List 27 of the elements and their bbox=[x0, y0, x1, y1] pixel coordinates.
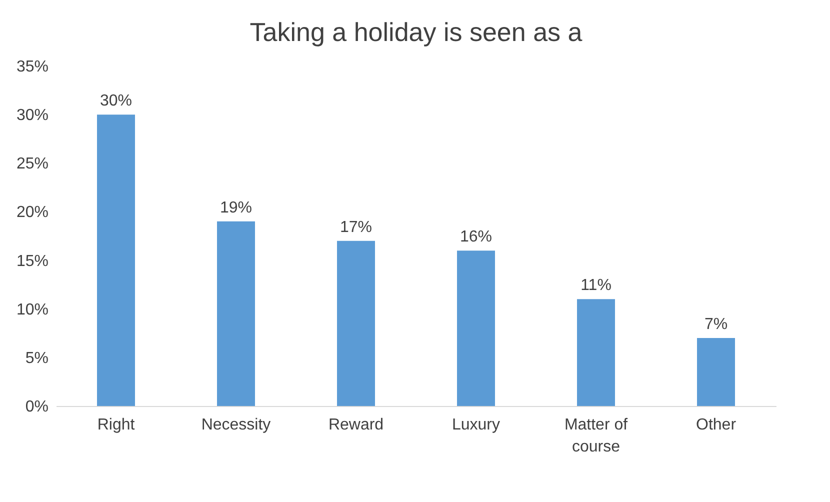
y-tick-label: 15% bbox=[16, 252, 48, 270]
bar bbox=[217, 221, 255, 406]
data-label: 17% bbox=[340, 218, 372, 236]
x-tick-label: Reward bbox=[328, 416, 384, 434]
y-tick-label: 0% bbox=[25, 398, 48, 416]
bar bbox=[697, 338, 735, 406]
chart-title: Taking a holiday is seen as a bbox=[250, 17, 583, 47]
bar bbox=[337, 240, 375, 406]
y-tick-label: 25% bbox=[16, 156, 48, 173]
y-tick-label: 10% bbox=[16, 301, 48, 318]
data-label: 7% bbox=[704, 316, 728, 333]
x-tick-label: Other bbox=[696, 416, 737, 434]
data-label: 30% bbox=[100, 92, 132, 110]
y-tick-label: 30% bbox=[16, 107, 48, 124]
bar bbox=[457, 250, 495, 406]
data-label: 19% bbox=[220, 199, 252, 216]
data-label: 11% bbox=[580, 277, 612, 294]
bar bbox=[577, 299, 615, 406]
y-tick-label: 20% bbox=[16, 204, 48, 222]
x-tick-label: Necessity bbox=[201, 416, 271, 434]
x-tick-label: Luxury bbox=[452, 416, 500, 434]
y-tick-label: 35% bbox=[16, 58, 48, 76]
bar bbox=[97, 114, 135, 406]
x-tick-label: Matter of course bbox=[564, 416, 628, 456]
y-tick-label: 5% bbox=[25, 350, 48, 367]
x-tick-label: Right bbox=[97, 416, 136, 434]
data-label: 16% bbox=[460, 228, 492, 246]
